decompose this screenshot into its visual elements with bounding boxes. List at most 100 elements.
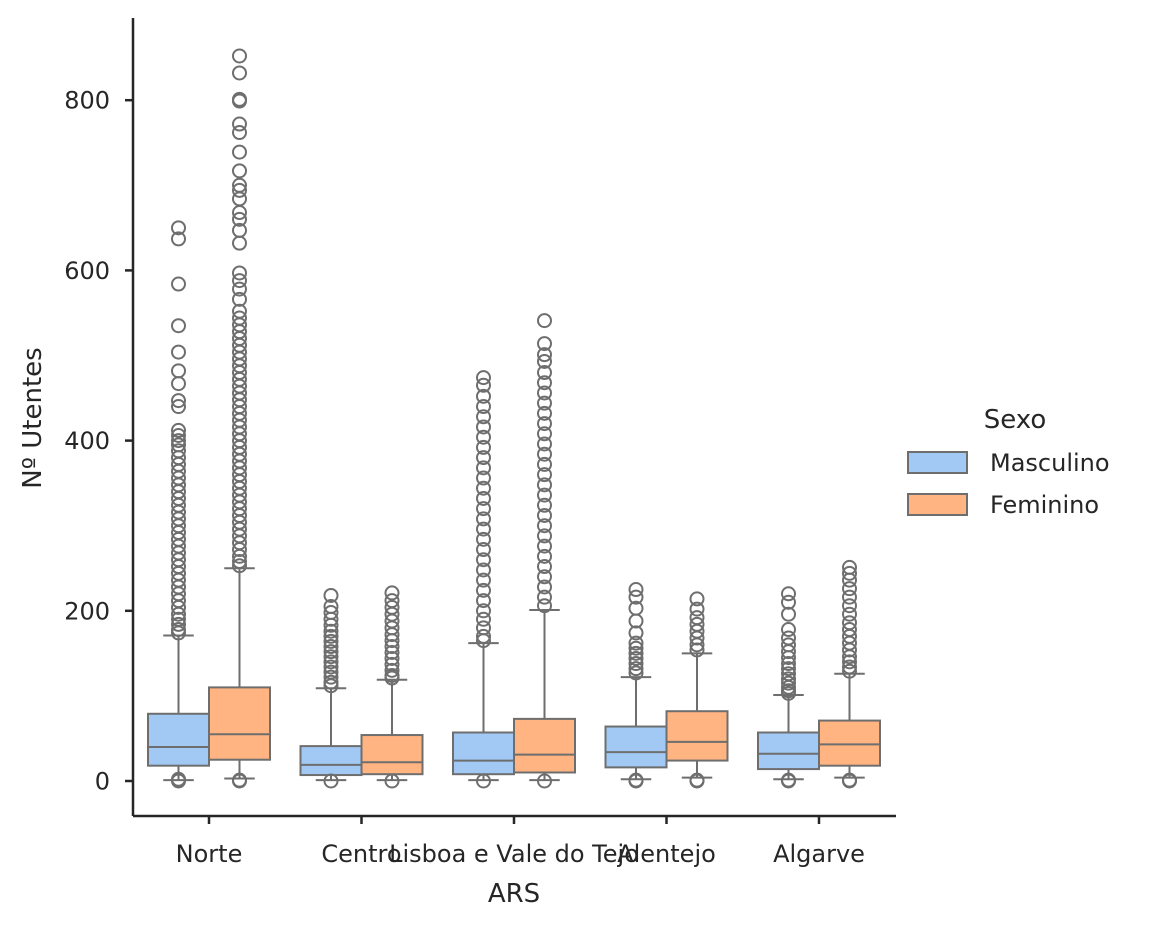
outlier-point — [323, 773, 339, 789]
outlier-point — [628, 640, 644, 656]
outlier-point — [842, 581, 857, 597]
box-feminino — [208, 686, 271, 761]
box-masculino — [299, 745, 363, 777]
outlier-point — [537, 579, 552, 595]
outlier-point — [232, 273, 247, 289]
outlier-point — [171, 318, 186, 334]
outlier-point — [232, 553, 247, 569]
box-group-masculino — [299, 587, 363, 789]
outlier-point — [476, 628, 491, 644]
outlier-point — [537, 347, 552, 363]
outlier-point — [628, 589, 644, 605]
outlier-point — [476, 470, 491, 486]
outlier-point — [537, 456, 552, 472]
outlier-point — [537, 559, 552, 575]
outlier-point — [171, 231, 186, 247]
outlier-point — [842, 606, 857, 622]
outlier-point — [537, 313, 552, 329]
box-group-masculino — [452, 370, 515, 789]
outlier-point — [476, 399, 491, 415]
box-feminino — [513, 717, 576, 774]
legend-title: Sexo — [984, 405, 1047, 435]
outlier-point — [171, 393, 186, 409]
outlier-point — [628, 661, 644, 677]
outlier-point — [171, 616, 186, 632]
outlier-point — [628, 613, 644, 629]
outlier-point — [232, 48, 247, 64]
outlier-point — [171, 220, 186, 236]
outlier-point — [781, 675, 796, 691]
y-tick-label: 800 — [64, 87, 110, 115]
outlier-point — [476, 552, 491, 568]
outlier-point — [171, 599, 186, 615]
outlier-point — [476, 501, 491, 517]
outlier-point — [323, 617, 339, 633]
outlier-point — [476, 450, 491, 466]
outlier-point — [628, 582, 644, 598]
y-tick-label: 600 — [64, 257, 110, 285]
outlier-point — [476, 460, 491, 476]
box-group-masculino — [757, 586, 820, 789]
outlier-point — [232, 772, 247, 788]
outlier-point — [476, 572, 491, 588]
outlier-point — [476, 377, 491, 393]
outlier-point — [781, 644, 796, 660]
outlier-point — [171, 363, 186, 379]
outlier-point — [689, 630, 705, 646]
y-axis-label: Nº Utentes — [18, 347, 48, 488]
outlier-point — [628, 635, 644, 651]
outlier-point — [842, 649, 857, 665]
outlier-point — [384, 639, 400, 655]
outlier-point — [232, 116, 247, 132]
outlier-point — [232, 65, 247, 81]
outlier-point — [537, 518, 552, 534]
box-feminino — [360, 734, 424, 776]
box-group-feminino — [665, 591, 729, 789]
outlier-point — [689, 642, 705, 658]
outlier-point — [384, 670, 400, 686]
outlier-point — [476, 582, 491, 598]
outlier-point — [781, 656, 796, 672]
outlier-point — [171, 276, 186, 292]
outlier-point — [476, 419, 491, 435]
outlier-point — [476, 429, 491, 445]
outlier-point — [628, 665, 644, 681]
outlier-point — [323, 633, 339, 649]
box-group-feminino — [513, 313, 576, 789]
outlier-point — [842, 598, 857, 614]
outlier-point — [232, 542, 247, 558]
box-group-masculino — [147, 220, 210, 789]
legend-label-masculino: Masculino — [990, 449, 1110, 477]
outlier-point — [171, 771, 186, 787]
outlier-point — [323, 644, 339, 660]
outlier-point — [537, 497, 552, 513]
x-tick-label: Alentejo — [617, 840, 716, 868]
outlier-point — [537, 436, 552, 452]
outlier-point — [232, 235, 247, 251]
outlier-point — [537, 773, 552, 789]
x-tick-label: Lisboa e Vale do Tejo — [389, 840, 639, 868]
outlier-point — [537, 336, 552, 352]
outlier-point — [323, 659, 339, 675]
outlier-point — [476, 409, 491, 425]
outlier-point — [476, 511, 491, 527]
outlier-point — [781, 661, 796, 677]
outlier-point — [476, 633, 491, 649]
x-tick-label: Centro — [321, 840, 401, 868]
box-feminino — [665, 710, 729, 762]
outlier-point — [476, 542, 491, 558]
outlier-point — [537, 548, 552, 564]
outlier-point — [537, 395, 552, 411]
outlier-point — [232, 163, 247, 179]
outlier-point — [323, 587, 339, 603]
outlier-point — [384, 650, 400, 666]
outlier-point — [323, 654, 339, 670]
outlier-point — [628, 656, 644, 672]
outlier-point — [232, 211, 247, 227]
outlier-point — [476, 531, 491, 547]
legend-swatch-feminino — [907, 493, 968, 516]
outlier-point — [232, 291, 247, 307]
outlier-point — [384, 627, 400, 643]
outlier-point — [476, 480, 491, 496]
